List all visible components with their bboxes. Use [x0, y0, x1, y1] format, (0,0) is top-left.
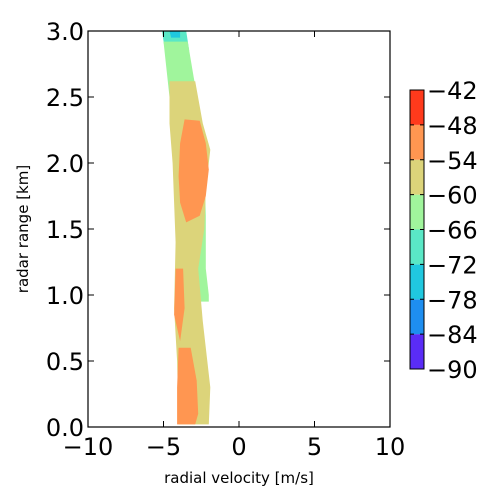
plot-frame — [87, 30, 391, 428]
colorbar-segment — [410, 229, 424, 265]
y-tick-label: 1.0 — [46, 282, 84, 310]
region-core-mid — [174, 268, 185, 342]
colorbar-segment — [410, 90, 424, 125]
y-axis-label: radar range [km] — [14, 165, 32, 293]
x-tick-label: 5 — [307, 433, 322, 461]
colorbar-tick-label: −84 — [427, 321, 478, 349]
colorbar-tick-label: −54 — [427, 147, 478, 175]
region-core-upper — [178, 119, 209, 223]
colorbar-segment — [410, 334, 424, 369]
region-core-lower — [177, 347, 199, 425]
colorbar-segment — [410, 194, 424, 230]
colorbar-tick-label: −72 — [427, 251, 478, 279]
colorbar-segment — [410, 264, 424, 300]
colorbar-segment — [410, 299, 424, 335]
x-axis: −10 −5 0 5 10 — [63, 31, 406, 461]
colorbar-segment — [410, 124, 424, 160]
colorbar: −90 −84 −78 −72 −66 −60 −54 −48 −42 — [409, 77, 478, 384]
x-tick-label: 10 — [375, 433, 406, 461]
x-tick-label: −10 — [63, 433, 114, 461]
colorbar-tick-label: −42 — [427, 77, 478, 105]
y-tick-label: 2.0 — [46, 150, 84, 178]
y-tick-label: 1.5 — [46, 216, 84, 244]
y-tick-label: 2.5 — [46, 84, 84, 112]
y-tick-label: 3.0 — [46, 18, 84, 46]
colorbar-segment — [410, 159, 424, 195]
colorbar-tick-label: −78 — [427, 286, 478, 314]
colorbar-tick-label: −48 — [427, 112, 478, 140]
x-axis-label: radial velocity [m/s] — [164, 469, 314, 487]
x-tick-label: −5 — [146, 433, 181, 461]
colorbar-tick-label: −66 — [427, 217, 478, 245]
colorbar-tick-label: −90 — [427, 356, 478, 384]
x-tick-label: 0 — [231, 433, 246, 461]
y-axis: 0.0 0.5 1.0 1.5 2.0 2.5 3.0 — [46, 18, 390, 442]
region-band-cyan — [169, 31, 181, 38]
y-tick-label: 0.0 — [46, 414, 84, 442]
colorbar-tick-label: −60 — [427, 182, 478, 210]
heatmap-layer — [162, 31, 211, 425]
y-tick-label: 0.5 — [46, 348, 84, 376]
